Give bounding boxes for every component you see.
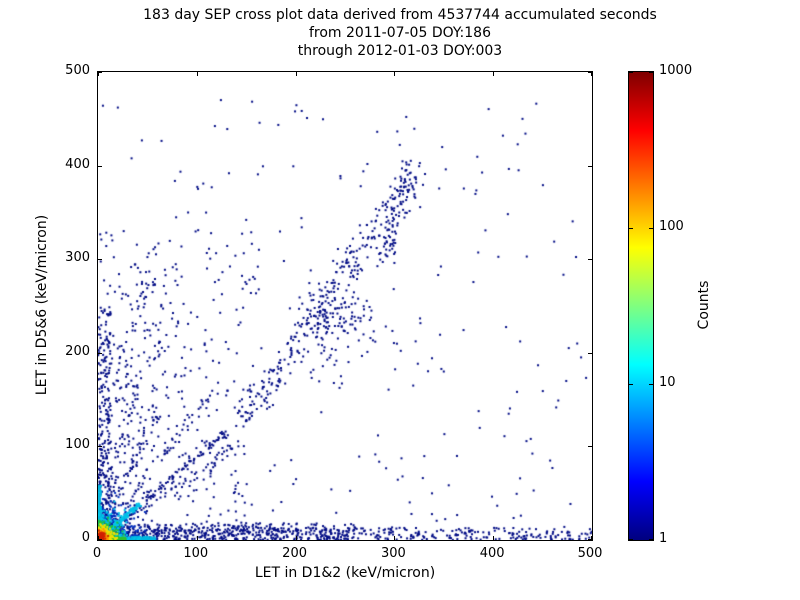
y-tick-label: 300 [65,250,90,266]
y-tick-label: 0 [81,530,90,545]
colorbar-tick [629,384,633,385]
y-tick [98,72,102,73]
colorbar [628,71,654,541]
title-line-1: 183 day SEP cross plot data derived from… [143,7,657,23]
chart-title: 183 day SEP cross plot data derived from… [0,6,800,60]
x-tick [295,72,297,76]
colorbar-tick-label: 1000 [659,63,693,78]
y-tick-label: 500 [65,63,90,78]
x-tick [196,536,198,540]
x-tick [196,72,198,76]
x-tick [394,72,396,76]
colorbar-tick-label: 10 [659,375,676,390]
y-tick-label: 400 [65,156,90,172]
scatter-canvas [98,72,592,540]
x-tick-label: 400 [479,546,505,561]
y-tick [98,352,102,354]
title-line-3: through 2012-01-03 DOY:003 [297,43,503,59]
y-tick [588,165,592,167]
y-tick [98,259,102,261]
x-axis-label: LET in D1&2 (keV/micron) [254,565,436,581]
colorbar-tick [629,72,633,73]
y-tick [588,539,592,540]
x-tick [98,72,99,76]
x-tick-label: 100 [183,546,209,561]
colorbar-tick-label: 100 [659,219,684,234]
x-tick [98,536,99,540]
y-tick [588,72,592,73]
x-tick-label: 500 [577,546,603,561]
x-tick [591,72,592,76]
x-tick [394,536,396,540]
x-tick [493,72,495,76]
y-tick [588,446,592,448]
x-tick [591,536,592,540]
colorbar-tick [649,384,653,385]
plot-area [97,71,593,541]
y-tick [98,165,102,167]
x-tick [295,536,297,540]
x-tick [493,536,495,540]
y-tick [588,259,592,261]
y-tick [98,539,102,540]
y-tick [588,352,592,354]
colorbar-tick [649,539,653,540]
y-tick-label: 100 [65,437,90,453]
colorbar-tick-label: 1 [659,531,668,546]
colorbar-tick [649,228,653,229]
colorbar-label: Counts [696,280,712,330]
colorbar-gradient [629,72,653,540]
colorbar-tick [649,72,653,73]
y-tick [98,446,102,448]
title-line-2: from 2011-07-05 DOY:186 [308,25,491,41]
y-tick-label: 200 [65,343,90,359]
x-tick-label: 200 [282,546,307,561]
x-tick-label: 300 [380,546,406,561]
y-axis-label: LET in D5&6 (keV/micron) [34,214,50,396]
colorbar-tick [629,228,633,229]
colorbar-tick [629,539,633,540]
x-tick-label: 0 [92,546,102,561]
